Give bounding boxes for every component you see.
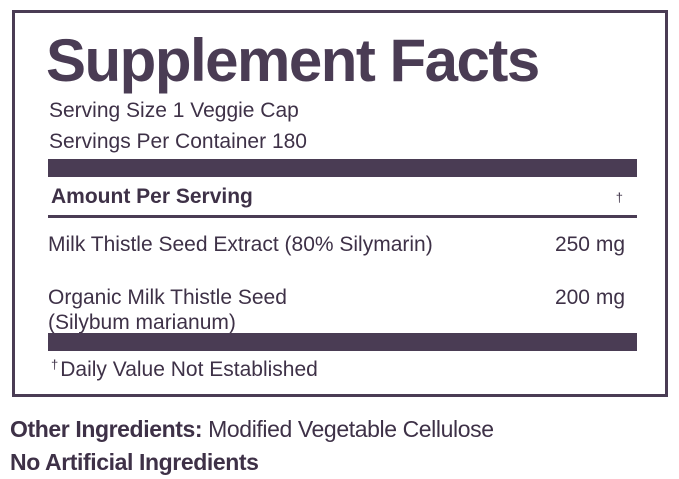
other-ingredients: Other Ingredients: Modified Vegetable Ce… bbox=[10, 418, 494, 441]
footnote-dagger: † bbox=[51, 357, 59, 372]
other-ingredients-value: Modified Vegetable Cellulose bbox=[202, 416, 494, 442]
footnote: †Daily Value Not Established bbox=[51, 358, 318, 380]
ingredient-name: Milk Thistle Seed Extract (80% Silymarin… bbox=[48, 233, 433, 256]
ingredient-name: Organic Milk Thistle Seed (Silybum maria… bbox=[48, 285, 287, 335]
supplement-facts-panel: Supplement Facts Serving Size 1 Veggie C… bbox=[12, 10, 668, 397]
amount-per-serving-header: Amount Per Serving bbox=[51, 185, 253, 208]
serving-size: Serving Size 1 Veggie Cap bbox=[49, 99, 299, 122]
footnote-text: Daily Value Not Established bbox=[60, 358, 318, 381]
servings-per-container: Servings Per Container 180 bbox=[49, 130, 307, 153]
panel-title: Supplement Facts bbox=[46, 27, 540, 94]
ingredient-name-line2: (Silybum marianum) bbox=[48, 311, 236, 335]
daily-value-dagger: † bbox=[615, 190, 623, 205]
no-artificial-ingredients: No Artificial Ingredients bbox=[10, 449, 259, 475]
ingredient-name-line1: Organic Milk Thistle Seed bbox=[48, 286, 287, 309]
ingredient-amount: 200 mg bbox=[554, 286, 625, 309]
ingredient-amount: 250 mg bbox=[554, 233, 625, 256]
divider-thin bbox=[48, 215, 637, 218]
divider-thick-bottom bbox=[48, 333, 637, 351]
other-ingredients-label: Other Ingredients: bbox=[10, 416, 203, 442]
divider-thick-top bbox=[48, 159, 637, 177]
